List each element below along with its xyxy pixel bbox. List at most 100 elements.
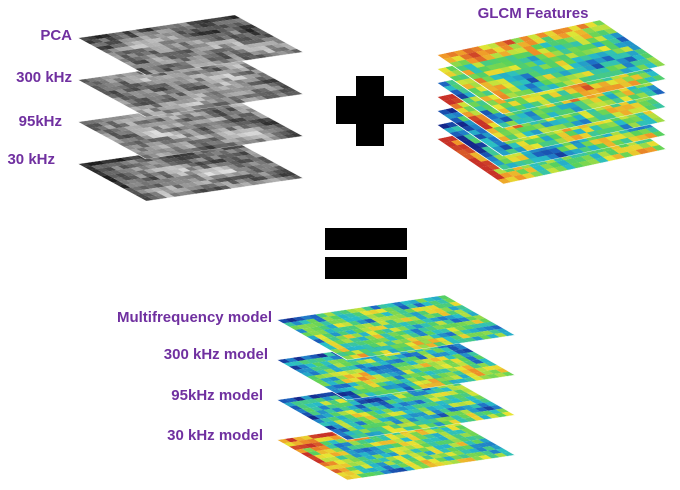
layer-cell — [137, 39, 151, 45]
layer-cell — [221, 73, 236, 78]
layer-cell — [141, 192, 155, 197]
layer-cell — [176, 107, 190, 112]
layer-cell — [449, 318, 464, 323]
layer-cell — [491, 68, 506, 75]
layer-cell — [424, 446, 439, 451]
layer-cell — [203, 87, 217, 93]
layer-cell — [250, 46, 264, 52]
layer-cell — [250, 88, 264, 94]
layer-cell — [367, 366, 381, 371]
layer-cell — [152, 37, 166, 43]
layer-cell — [154, 175, 168, 180]
layer-cell — [566, 68, 581, 75]
layer-cell — [173, 118, 187, 123]
layer-cell — [127, 133, 141, 138]
layer-cell — [170, 188, 184, 193]
layer-cell — [398, 378, 412, 384]
layer-cell — [105, 78, 119, 84]
layer-cell — [159, 120, 173, 125]
layer-cell — [129, 87, 143, 92]
layer-cell — [234, 137, 248, 142]
layer-cell — [166, 139, 180, 144]
layer-cell — [460, 69, 476, 76]
layer-cell — [397, 321, 412, 327]
layer-cell — [126, 159, 140, 164]
layer-cell — [151, 183, 165, 188]
layer-cell — [107, 90, 121, 95]
layer-cell — [92, 76, 106, 82]
layer-cell — [369, 401, 383, 407]
layer-cell — [451, 393, 465, 399]
layer-cell — [134, 174, 148, 179]
layer-cell — [428, 357, 443, 362]
layer-cell — [542, 73, 557, 80]
layer-cell — [432, 421, 447, 427]
layer-cell — [637, 86, 653, 93]
layer-cell — [381, 425, 395, 430]
layer-cell — [220, 55, 234, 60]
layer-cell — [349, 316, 364, 321]
layer-cell — [556, 146, 571, 152]
layer-cell — [507, 156, 522, 163]
layer-cell — [210, 44, 224, 50]
layer-cell — [194, 157, 208, 162]
layer-cell — [421, 335, 435, 340]
layer-cell — [270, 47, 284, 53]
layer-cell — [580, 112, 596, 119]
layer-cell — [147, 92, 161, 97]
layer-cell — [250, 111, 264, 116]
layer-cell — [480, 370, 495, 376]
layer-cell — [240, 36, 254, 41]
layer-cell — [299, 395, 314, 400]
layer-cell — [217, 169, 231, 175]
layer-cell — [374, 325, 389, 330]
layer-cell — [96, 126, 110, 131]
layer-cell — [445, 79, 460, 86]
layer-cell — [332, 443, 347, 448]
layer-cell — [478, 398, 492, 403]
layer-cell — [356, 376, 370, 382]
layer-cell — [503, 54, 519, 61]
layer-cell — [513, 69, 529, 75]
layer-cell — [126, 33, 140, 38]
layer-cell — [307, 411, 322, 416]
layer-cell — [416, 390, 431, 396]
layer-cell — [470, 439, 485, 445]
layer-cell — [425, 423, 439, 428]
layer-cell — [227, 180, 241, 185]
layer-cell — [513, 118, 528, 125]
layer-cell — [364, 352, 378, 357]
layer-cell — [251, 84, 265, 89]
layer-cell — [439, 387, 454, 392]
layer-cell — [474, 367, 489, 372]
output-label: 30 kHz model — [167, 427, 263, 444]
layer-cell — [370, 357, 385, 363]
layer-cell — [476, 322, 491, 328]
layer-cell — [481, 146, 496, 152]
layer-cell — [374, 405, 389, 410]
layer-cell — [190, 63, 204, 68]
layer-cell — [432, 381, 447, 387]
layer-cell — [184, 102, 198, 107]
layer-cell — [177, 61, 191, 66]
layer-cell — [191, 185, 205, 190]
layer-cell — [224, 168, 238, 174]
layer-cell — [190, 147, 204, 152]
layer-cell — [312, 458, 326, 464]
layer-cell — [367, 406, 381, 411]
layer-cell — [97, 121, 111, 127]
layer-cell — [326, 359, 341, 365]
layer-cell — [313, 414, 328, 419]
layer-cell — [200, 138, 214, 143]
layer-cell — [613, 42, 629, 49]
layer-cell — [460, 388, 475, 393]
layer-cell — [211, 186, 225, 191]
layer-cell — [643, 132, 659, 139]
layer-cell — [454, 65, 470, 72]
layer-cell — [163, 63, 177, 68]
layer-cell — [463, 377, 478, 382]
layer-cell — [211, 124, 225, 130]
layer-cell — [197, 23, 211, 28]
layer-cell — [550, 71, 565, 78]
layer-cell — [424, 389, 439, 395]
